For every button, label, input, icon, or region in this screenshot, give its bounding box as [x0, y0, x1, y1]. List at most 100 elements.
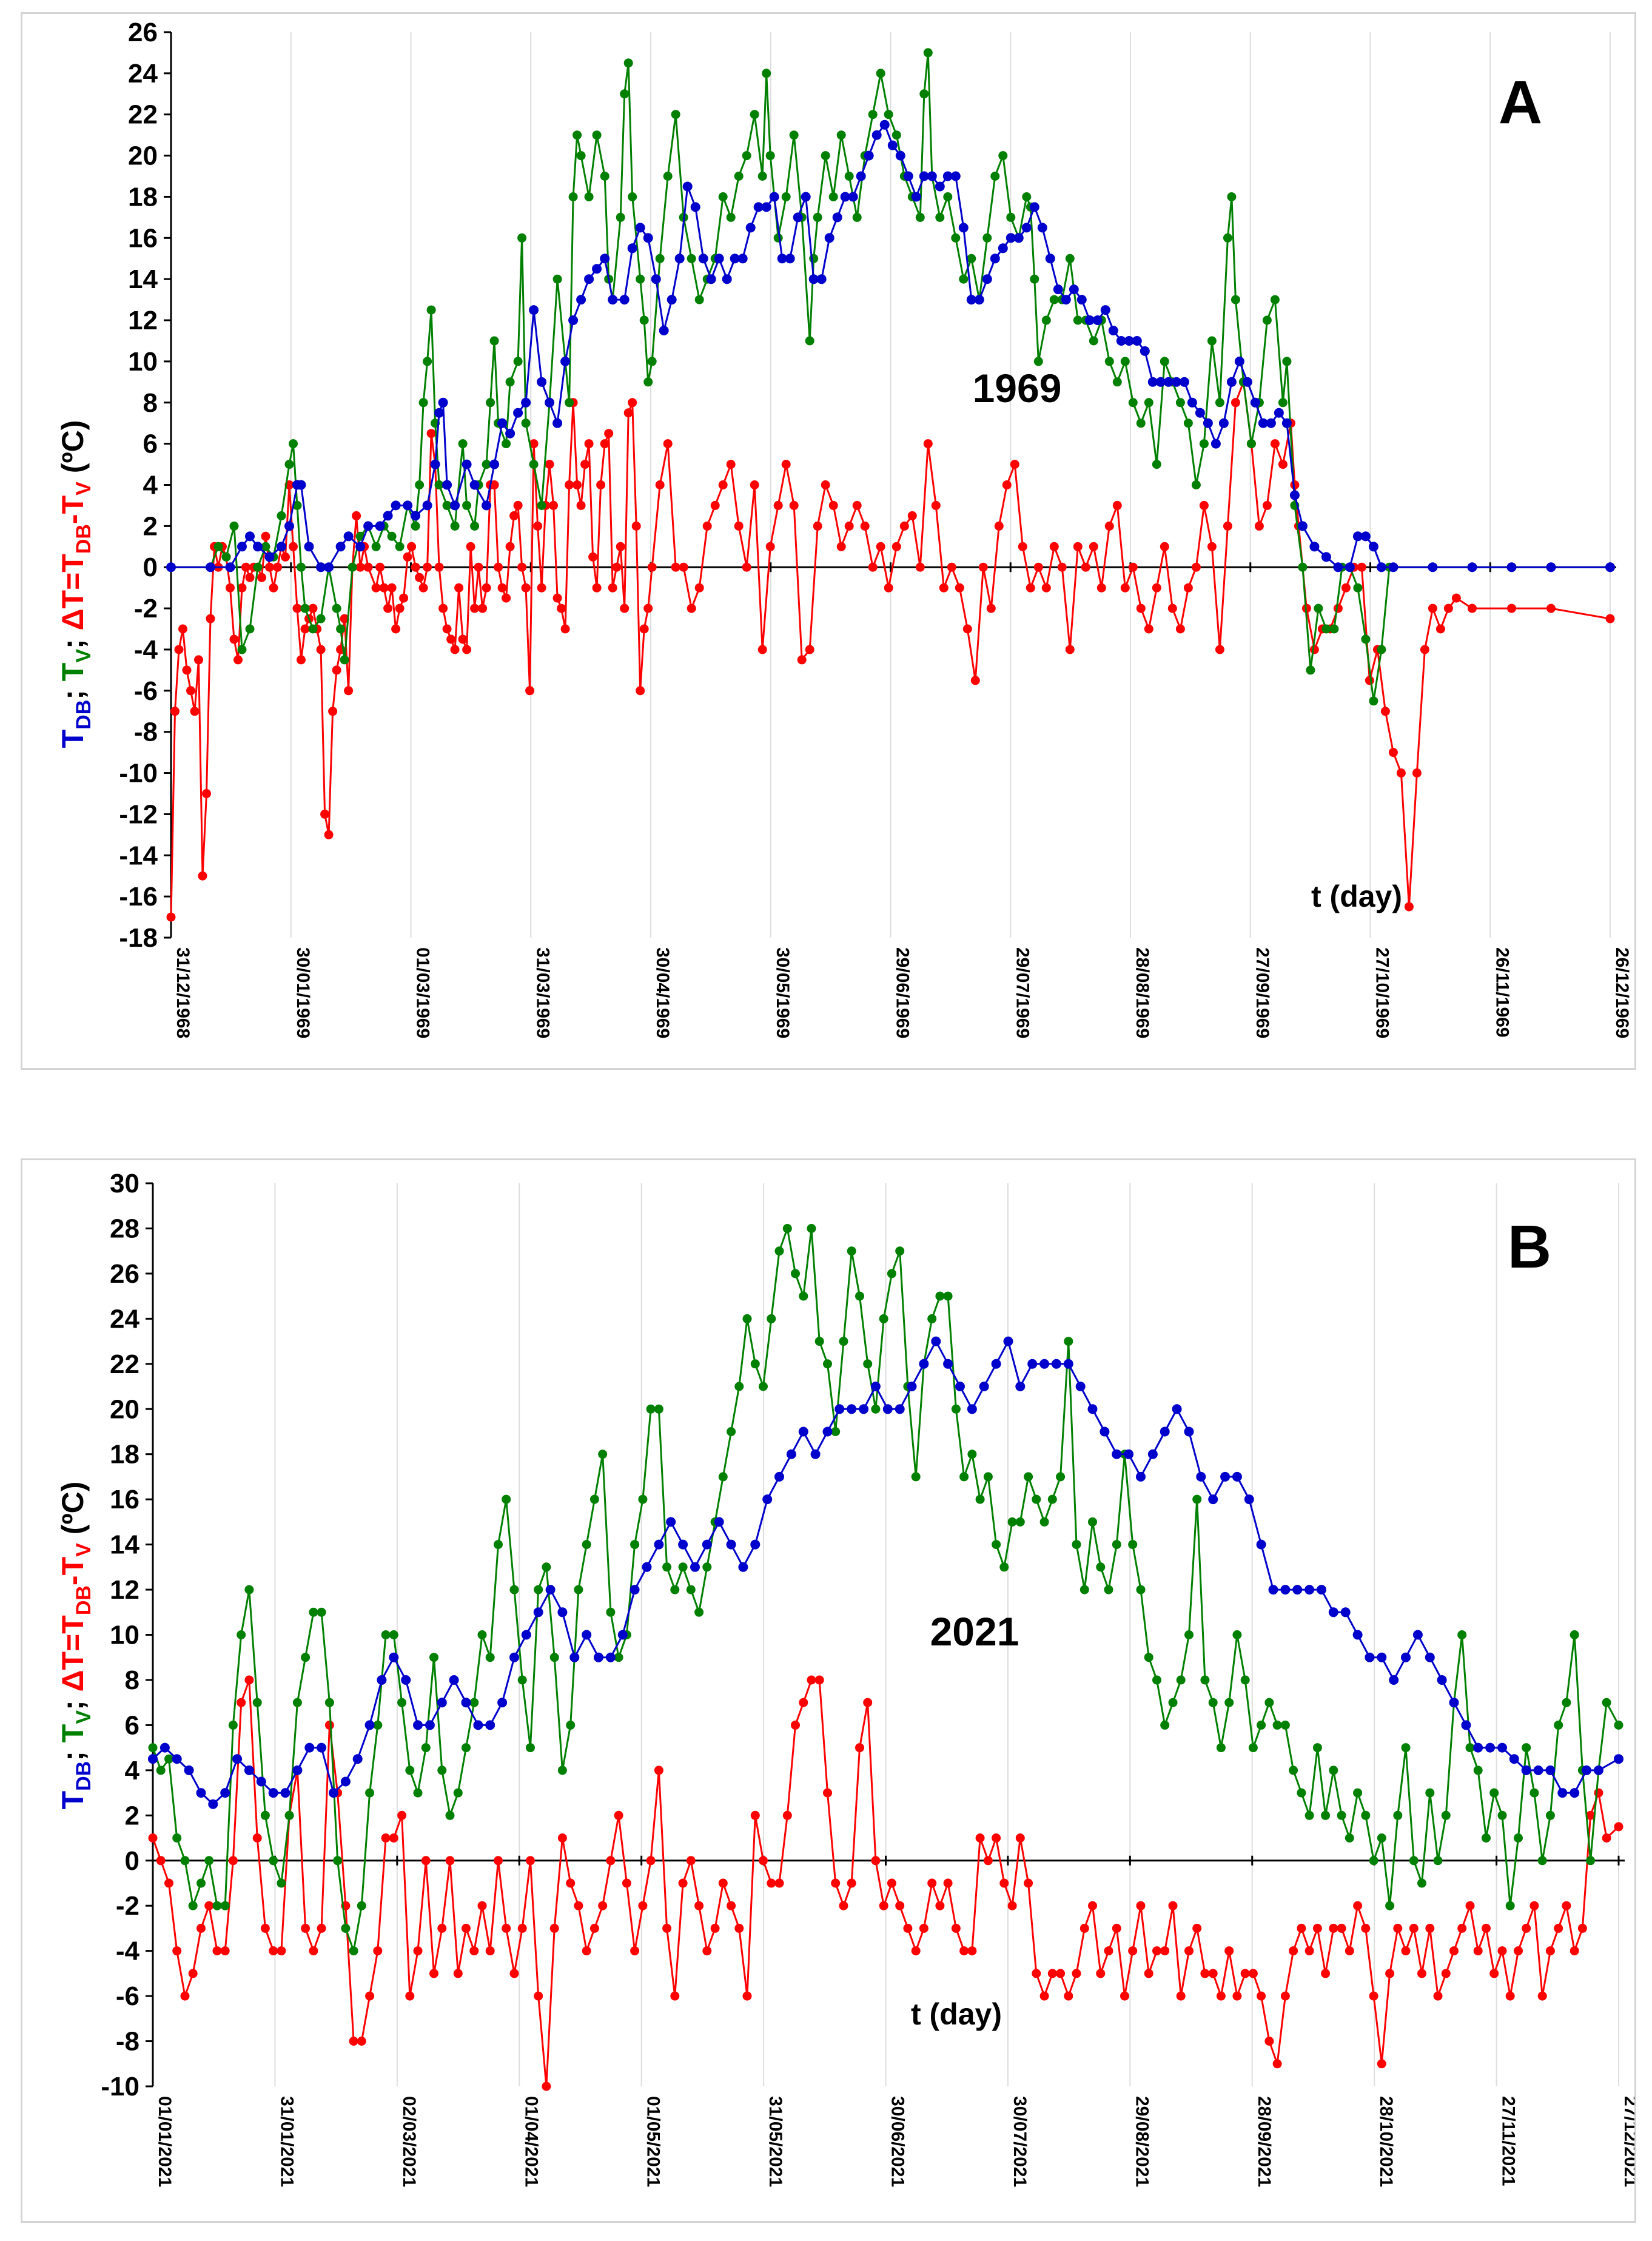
- tv-point: [967, 254, 976, 263]
- tdb-point: [1557, 1788, 1568, 1798]
- delta-t-point: [782, 1810, 792, 1820]
- tv-point: [284, 1810, 294, 1820]
- delta-t-point: [828, 500, 838, 510]
- delta-t-point: [1184, 1946, 1194, 1956]
- tdb-point: [582, 1630, 592, 1640]
- tv-point: [670, 1585, 680, 1594]
- delta-t-point: [1443, 603, 1453, 613]
- y-tick-label: 8: [143, 388, 158, 418]
- tv-point: [998, 151, 1008, 161]
- tdb-point: [955, 1382, 965, 1391]
- delta-t-point: [823, 1788, 832, 1798]
- delta-t-point: [174, 645, 184, 654]
- delta-t-point: [797, 655, 807, 665]
- tv-point: [300, 603, 310, 613]
- tv-point: [831, 1427, 841, 1436]
- tv-point: [836, 130, 846, 140]
- delta-t-point: [172, 1946, 182, 1956]
- delta-t-point: [970, 676, 980, 685]
- tdb-point: [927, 171, 937, 181]
- delta-t-point: [560, 624, 570, 634]
- tdb-point: [1147, 377, 1158, 387]
- delta-t-point: [1312, 1923, 1322, 1933]
- x-tick-label: 01/05/2021: [643, 2096, 663, 2187]
- tdb-point: [437, 1698, 447, 1708]
- tdb-point: [1140, 346, 1150, 356]
- tv-point: [180, 1856, 190, 1866]
- delta-t-point: [469, 1946, 479, 1956]
- delta-t-point: [1433, 1991, 1443, 2001]
- tv-point: [1393, 1810, 1403, 1820]
- y-tick-label: -16: [119, 882, 158, 912]
- tv-point: [576, 151, 586, 161]
- delta-t-point: [252, 1833, 262, 1843]
- y-tick-label: 20: [110, 1394, 139, 1424]
- delta-t-point: [462, 1923, 471, 1933]
- x-tick-label: 31/01/2021: [277, 2096, 297, 2187]
- tv-point: [1064, 1337, 1073, 1346]
- y-tick-label: 4: [143, 471, 158, 500]
- y-tick-label: 14: [110, 1530, 139, 1560]
- delta-t-point: [639, 624, 649, 634]
- tdb-point: [576, 295, 586, 305]
- delta-t-point: [1144, 1969, 1153, 1978]
- tdb-point: [1112, 1449, 1122, 1459]
- y-tick-label: 4: [125, 1756, 140, 1786]
- tv-point: [1353, 1788, 1363, 1798]
- tdb-point: [950, 171, 961, 181]
- delta-t-point: [1175, 624, 1185, 634]
- tv-point: [340, 655, 349, 665]
- tv-point: [429, 1653, 438, 1662]
- delta-t-point: [517, 1923, 527, 1933]
- delta-t-point: [166, 912, 176, 922]
- tv-point: [1240, 1675, 1250, 1685]
- tdb-point: [529, 305, 539, 315]
- delta-t-point: [1270, 439, 1280, 449]
- delta-t-point: [1482, 1923, 1491, 1933]
- delta-t-point: [407, 542, 417, 551]
- delta-t-point: [1096, 1969, 1106, 1978]
- tv-point: [805, 336, 814, 346]
- tdb-point: [148, 1754, 158, 1764]
- tv-point: [1144, 398, 1153, 408]
- delta-t-point: [229, 634, 239, 644]
- tdb-point: [509, 1652, 519, 1662]
- tv-point: [791, 1269, 800, 1278]
- tv-point: [1208, 1698, 1218, 1707]
- tv-point: [686, 1585, 696, 1594]
- tdb-point: [560, 356, 571, 366]
- tdb-point: [383, 511, 393, 521]
- ylabel-unit: (ºC): [56, 420, 90, 482]
- tv-point: [654, 1404, 663, 1414]
- tdb-point: [753, 202, 764, 212]
- delta-t-point: [628, 398, 637, 408]
- delta-t-point: [1377, 2059, 1386, 2069]
- tv-point: [317, 1607, 326, 1617]
- ylabel-unit: (ºC): [56, 1482, 90, 1544]
- delta-t-point: [863, 1698, 873, 1707]
- tv-point: [1457, 1630, 1467, 1639]
- tv-point: [221, 552, 231, 562]
- tv-point: [891, 130, 901, 140]
- y-tick-label: -10: [119, 759, 158, 788]
- tv-point: [734, 172, 744, 181]
- y-tick-label: -12: [119, 799, 158, 829]
- delta-t-point: [612, 562, 622, 572]
- tdb-point: [1203, 418, 1213, 428]
- tv-point: [592, 130, 602, 140]
- y-tick-label: 10: [128, 347, 158, 377]
- delta-t-point: [638, 1901, 648, 1910]
- tdb-point: [245, 531, 255, 542]
- delta-t-point: [1404, 902, 1414, 912]
- delta-t-point: [1002, 480, 1012, 489]
- tdb-point: [1015, 1382, 1026, 1391]
- delta-t-point: [1337, 1923, 1346, 1933]
- tv-point: [565, 398, 574, 408]
- delta-t-point: [643, 603, 653, 613]
- tdb-point: [617, 1630, 628, 1640]
- x-tick-label: 27/09/1969: [1252, 947, 1272, 1038]
- tdb-point: [232, 1754, 243, 1764]
- x-tick-label: 01/04/2021: [521, 2096, 541, 2187]
- delta-t-point: [947, 562, 956, 572]
- x-tick-label: 02/03/2021: [399, 2096, 419, 2187]
